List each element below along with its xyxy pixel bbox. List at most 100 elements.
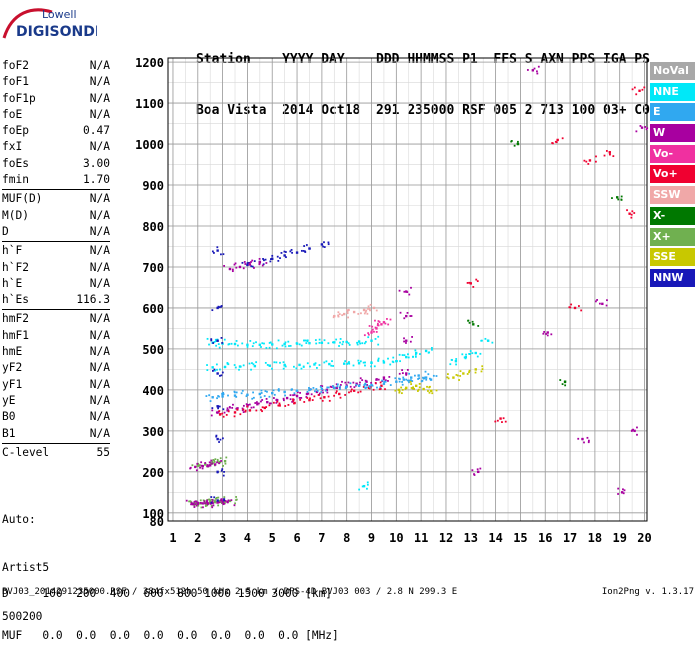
echo-point — [361, 342, 364, 345]
echo-point — [363, 386, 366, 389]
echo-point — [210, 498, 213, 501]
echo-point — [250, 406, 253, 409]
echo-point — [232, 403, 234, 406]
echo-point — [369, 309, 371, 312]
echo-point — [333, 314, 336, 318]
echo-point — [246, 393, 249, 397]
x-tick-label: 3 — [219, 531, 226, 545]
echo-point — [254, 402, 257, 404]
echo-point — [361, 379, 364, 382]
echo-point — [409, 340, 412, 343]
echo-point — [285, 396, 289, 400]
echo-point — [242, 267, 245, 270]
param-label: C-level — [2, 445, 50, 459]
echo-point — [218, 306, 221, 309]
echo-point — [595, 155, 597, 158]
echo-point — [263, 406, 266, 410]
echo-point — [234, 366, 237, 369]
legend-item: NoVal — [650, 62, 695, 80]
echo-point — [313, 363, 316, 366]
echo-point — [202, 506, 204, 509]
echo-point — [513, 144, 516, 147]
echo-point — [217, 496, 220, 499]
echo-point — [620, 195, 623, 198]
echo-point — [283, 254, 286, 257]
echo-point — [479, 467, 482, 470]
echo-point — [305, 396, 308, 398]
echo-point — [580, 309, 583, 312]
echo-point — [303, 401, 306, 403]
echo-point — [220, 469, 223, 472]
echo-point — [296, 391, 299, 394]
echo-point — [403, 340, 405, 343]
echo-point — [449, 363, 452, 366]
echo-point — [367, 332, 370, 335]
echo-point — [501, 421, 503, 423]
echo-point — [272, 397, 275, 399]
echo-point — [190, 503, 192, 506]
param-value: N/A — [89, 377, 110, 391]
echo-point — [645, 128, 648, 131]
echo-point — [200, 464, 203, 467]
echo-point — [349, 385, 352, 388]
echo-point — [373, 365, 376, 368]
echo-point — [222, 464, 224, 467]
echo-point — [389, 363, 392, 366]
echo-point — [295, 342, 298, 345]
echo-point — [359, 377, 362, 380]
echo-point — [305, 342, 308, 344]
echo-point — [239, 266, 241, 268]
echo-point — [345, 384, 348, 387]
echo-point — [476, 355, 479, 358]
echo-point — [218, 410, 221, 412]
echo-point — [221, 342, 224, 344]
echo-point — [446, 373, 449, 375]
echo-point — [230, 342, 233, 345]
y-tick-label: 500 — [142, 343, 164, 357]
echo-point — [531, 69, 535, 72]
echo-point — [432, 374, 435, 377]
echo-point — [318, 364, 321, 366]
echo-point — [577, 437, 580, 440]
echo-point — [272, 389, 275, 392]
x-tick-label: 11 — [414, 531, 428, 545]
echo-point — [246, 343, 249, 347]
echo-point — [366, 487, 368, 490]
echo-point — [398, 380, 401, 383]
echo-point — [405, 378, 408, 381]
echo-point — [248, 403, 251, 406]
echo-point — [316, 389, 319, 392]
echo-point — [455, 358, 458, 360]
x-tick-label: 15 — [513, 531, 527, 545]
param-separator — [2, 442, 110, 444]
echo-point — [458, 379, 461, 381]
param-value: 0.47 — [83, 124, 110, 138]
echo-point — [628, 212, 631, 215]
echo-point — [364, 379, 367, 382]
param-row: yF1 N/A — [2, 377, 110, 393]
echo-point — [200, 461, 203, 464]
echo-point — [608, 151, 611, 154]
echo-point — [224, 462, 227, 465]
echo-point — [253, 364, 257, 368]
x-tick-label: 7 — [318, 531, 325, 545]
echo-point — [223, 496, 226, 498]
echo-point — [235, 266, 238, 269]
echo-point — [377, 335, 380, 338]
echo-point — [216, 471, 219, 474]
echo-point — [221, 395, 224, 398]
echo-point — [242, 411, 245, 413]
param-row: D N/A — [2, 224, 110, 240]
echo-point — [210, 504, 213, 507]
echo-point — [279, 257, 281, 260]
logo-graphic: Lowell DIGISONDE — [2, 8, 104, 40]
echo-point — [365, 309, 368, 312]
echo-point — [238, 368, 240, 371]
echo-point — [206, 503, 209, 506]
echo-point — [321, 385, 324, 388]
echo-point — [459, 375, 462, 377]
echo-point — [233, 263, 236, 266]
echo-point — [320, 391, 323, 393]
echo-point — [211, 501, 214, 505]
echo-point — [313, 395, 316, 398]
